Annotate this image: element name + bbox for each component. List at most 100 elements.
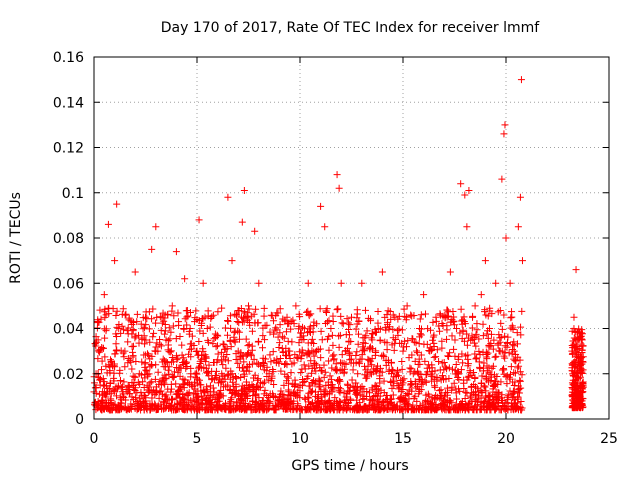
data-point xyxy=(352,379,360,387)
data-point xyxy=(235,319,243,327)
data-point xyxy=(162,374,170,382)
data-point xyxy=(394,382,402,390)
data-point xyxy=(181,275,189,283)
data-point xyxy=(358,279,366,287)
data-point xyxy=(272,359,280,367)
y-tick-label: 0 xyxy=(75,412,84,428)
data-point xyxy=(224,317,232,325)
data-point xyxy=(129,327,137,335)
data-point xyxy=(503,372,511,380)
data-point xyxy=(125,384,133,392)
data-point xyxy=(308,335,316,343)
data-point xyxy=(346,405,354,413)
data-point xyxy=(415,387,423,395)
data-point xyxy=(191,385,199,393)
data-point xyxy=(356,399,364,407)
data-point xyxy=(246,321,254,329)
data-point xyxy=(180,325,188,333)
data-point xyxy=(148,378,156,386)
data-point xyxy=(111,350,119,358)
data-point xyxy=(251,319,259,327)
data-point xyxy=(242,335,250,343)
data-point xyxy=(359,404,367,412)
data-point xyxy=(473,384,481,392)
data-point xyxy=(119,390,127,398)
data-point xyxy=(225,370,233,378)
data-point xyxy=(354,340,362,348)
data-point xyxy=(476,363,484,371)
data-point xyxy=(195,351,203,359)
data-point xyxy=(492,352,500,360)
data-point xyxy=(195,317,203,325)
data-point xyxy=(389,334,397,342)
data-point xyxy=(416,330,424,338)
data-point xyxy=(393,327,401,335)
data-point xyxy=(139,398,147,406)
data-point xyxy=(348,376,356,384)
data-point xyxy=(445,375,453,383)
data-point xyxy=(425,361,433,369)
data-point xyxy=(116,366,124,374)
data-point xyxy=(495,331,503,339)
data-point xyxy=(481,308,489,316)
data-point xyxy=(320,361,328,369)
data-point xyxy=(295,322,303,330)
data-point xyxy=(207,388,215,396)
data-point xyxy=(254,360,262,368)
data-point xyxy=(365,389,373,397)
data-point xyxy=(500,311,508,319)
data-point xyxy=(215,379,223,387)
data-point xyxy=(167,328,175,336)
data-point xyxy=(413,349,421,357)
data-point xyxy=(101,334,109,342)
data-point xyxy=(427,406,435,414)
data-point xyxy=(240,358,248,366)
data-point xyxy=(102,362,110,370)
data-point xyxy=(464,373,472,381)
data-point xyxy=(329,312,337,320)
data-point xyxy=(501,332,509,340)
data-point xyxy=(413,347,421,355)
data-point xyxy=(233,318,241,326)
data-point xyxy=(336,388,344,396)
data-point xyxy=(376,337,384,345)
data-point xyxy=(276,329,284,337)
data-point xyxy=(366,344,374,352)
data-point xyxy=(500,402,508,410)
data-point xyxy=(238,318,246,326)
data-point xyxy=(487,340,495,348)
data-point xyxy=(138,358,146,366)
data-point xyxy=(259,332,267,340)
data-point xyxy=(446,403,454,411)
data-point xyxy=(322,307,330,315)
data-point xyxy=(192,307,200,315)
data-point xyxy=(183,307,191,315)
data-point xyxy=(491,391,499,399)
data-point xyxy=(117,329,125,337)
data-point xyxy=(217,392,225,400)
data-point xyxy=(471,339,479,347)
data-point xyxy=(486,307,494,315)
data-point xyxy=(280,394,288,402)
data-point xyxy=(121,403,129,411)
data-point xyxy=(482,348,490,356)
data-point xyxy=(509,326,517,334)
data-point xyxy=(113,332,121,340)
data-point xyxy=(194,375,202,383)
data-point xyxy=(503,338,511,346)
data-point xyxy=(395,325,403,333)
data-point xyxy=(464,334,472,342)
data-point xyxy=(157,342,165,350)
data-point xyxy=(208,376,216,384)
data-point xyxy=(120,326,128,334)
data-point xyxy=(154,405,162,413)
data-point xyxy=(403,390,411,398)
data-point xyxy=(337,279,345,287)
data-point xyxy=(276,339,284,347)
data-point xyxy=(165,363,173,371)
data-point xyxy=(472,332,480,340)
data-point xyxy=(515,362,523,370)
data-point xyxy=(173,364,181,372)
data-point xyxy=(352,351,360,359)
data-point xyxy=(142,313,149,321)
